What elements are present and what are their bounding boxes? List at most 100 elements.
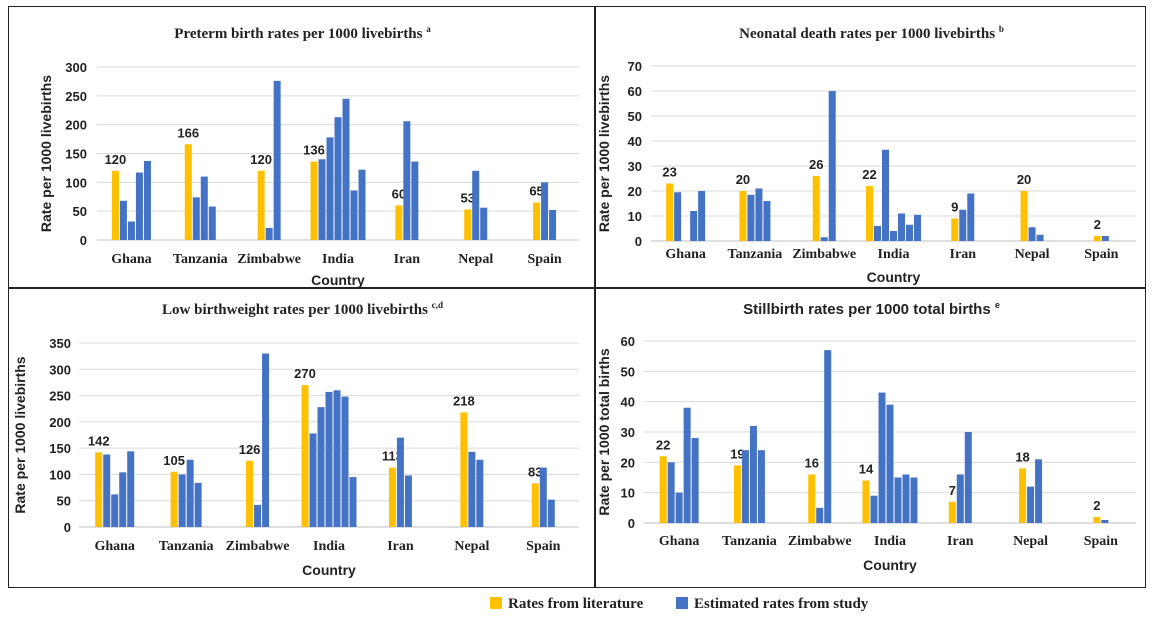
bar-study — [333, 390, 341, 527]
bar-study — [349, 477, 357, 527]
bar-literature — [388, 467, 396, 527]
bar-study — [350, 190, 358, 240]
bar-study — [468, 451, 476, 527]
y-tick-label: 300 — [65, 60, 87, 75]
y-tick-label: 200 — [49, 415, 71, 430]
bar-literature — [951, 218, 959, 241]
x-tick-label: Nepal — [454, 539, 489, 554]
bar-literature — [948, 501, 956, 523]
x-tick-label: Iran — [950, 247, 977, 262]
y-axis-label: Rate per 1000 livebirths — [38, 75, 54, 232]
y-axis-label: Rate per 1000 livebirths — [12, 356, 28, 513]
y-axis-label: Rate per 1000 total births — [596, 348, 612, 515]
legend-label-study: Estimated rates from study — [694, 596, 869, 612]
bar-literature — [395, 205, 403, 240]
y-tick-label: 300 — [49, 362, 71, 377]
chart-title: Stillbirth rates per 1000 total births e — [743, 300, 1000, 318]
data-label-literature: 2 — [1094, 217, 1101, 232]
x-tick-label: Spain — [1084, 247, 1118, 262]
y-tick-label: 50 — [621, 364, 635, 379]
x-axis-label: Country — [302, 562, 356, 578]
chart-title-superscript: e — [995, 300, 1000, 310]
bar-study — [318, 159, 326, 240]
bar-study — [824, 350, 832, 523]
bar-study — [539, 467, 547, 527]
bar-study — [1101, 236, 1109, 241]
data-label-literature: 120 — [250, 152, 272, 167]
bar-study — [674, 192, 682, 241]
x-tick-label: Nepal — [1013, 534, 1048, 549]
chart-title-superscript: b — [999, 24, 1004, 34]
bar-literature — [95, 452, 103, 527]
x-tick-label: Tanzania — [159, 539, 214, 554]
y-tick-label: 0 — [80, 233, 87, 248]
bar-study — [208, 206, 216, 240]
bar-study — [111, 494, 119, 527]
bar-study — [894, 477, 902, 523]
stillbirth-chart-panel: 0 10 20 30 40 50 60 Stillbirth rates per 1000 t… — [595, 288, 1146, 588]
x-tick-label: Zimbabwe — [792, 247, 856, 262]
data-label-literature: 136 — [303, 143, 325, 158]
x-axis-label: Country — [867, 269, 921, 285]
bar-study — [549, 210, 557, 240]
bar-literature — [533, 202, 541, 240]
bar-study — [1028, 227, 1036, 241]
bar-literature — [733, 465, 741, 523]
bar-study — [964, 432, 972, 523]
bar-study — [1035, 459, 1043, 523]
bar-study — [890, 231, 897, 241]
x-tick-label: Zimbabwe — [788, 534, 852, 549]
y-tick-label: 100 — [65, 175, 87, 190]
data-label-literature: 26 — [809, 157, 823, 172]
bar-study — [325, 391, 333, 527]
bar-study — [749, 425, 757, 523]
bar-study — [898, 213, 905, 241]
bar-study — [472, 170, 480, 240]
bar-literature — [310, 161, 318, 240]
x-tick-label: Iran — [947, 534, 974, 549]
data-label-literature: 9 — [951, 200, 958, 215]
bar-study — [317, 407, 325, 527]
bar-study — [127, 451, 135, 527]
bar-study — [1027, 486, 1035, 523]
bar-literature — [460, 412, 468, 527]
bar-study — [200, 176, 208, 240]
y-tick-label: 40 — [621, 395, 635, 410]
data-label-literature: 60 — [392, 186, 406, 201]
bar-study — [342, 98, 350, 240]
bar-study — [358, 169, 366, 240]
bar-study — [878, 392, 886, 523]
y-tick-label: 60 — [621, 334, 635, 349]
bar-study — [683, 407, 691, 523]
bar-study — [902, 474, 910, 523]
bar-study — [476, 459, 484, 527]
bar-study — [1036, 234, 1044, 241]
bar-study — [254, 504, 262, 527]
bar-literature — [1093, 236, 1101, 241]
x-tick-label: Ghana — [665, 247, 705, 262]
x-tick-label: Ghana — [94, 539, 134, 554]
legend-label-literature: Rates from literature — [508, 596, 644, 612]
bar-study — [690, 211, 698, 241]
bar-literature — [531, 483, 539, 527]
y-tick-label: 350 — [49, 336, 71, 351]
data-label-literature: 126 — [239, 442, 261, 457]
bar-literature — [1020, 191, 1028, 241]
x-tick-label: Iran — [387, 539, 414, 554]
x-tick-label: India — [874, 534, 906, 549]
legend-swatch-literature — [490, 597, 502, 609]
bar-study — [816, 507, 824, 523]
x-tick-label: India — [322, 252, 354, 267]
bar-study — [910, 477, 918, 523]
chart-title: Low birthweight rates per 1000 livebirth… — [162, 300, 443, 318]
y-tick-label: 30 — [628, 159, 642, 174]
chart-svg: 0 50 100 150 200 250 300 350 Low birthweight rat… — [12, 300, 579, 578]
bar-study — [541, 182, 549, 240]
bar-literature — [739, 191, 747, 241]
y-tick-label: 50 — [57, 494, 71, 509]
bar-study — [334, 117, 342, 240]
chart-title-superscript: c,d — [432, 300, 443, 310]
x-tick-label: Spain — [526, 539, 560, 554]
data-label-literature: 218 — [453, 393, 475, 408]
bar-study — [755, 188, 763, 241]
